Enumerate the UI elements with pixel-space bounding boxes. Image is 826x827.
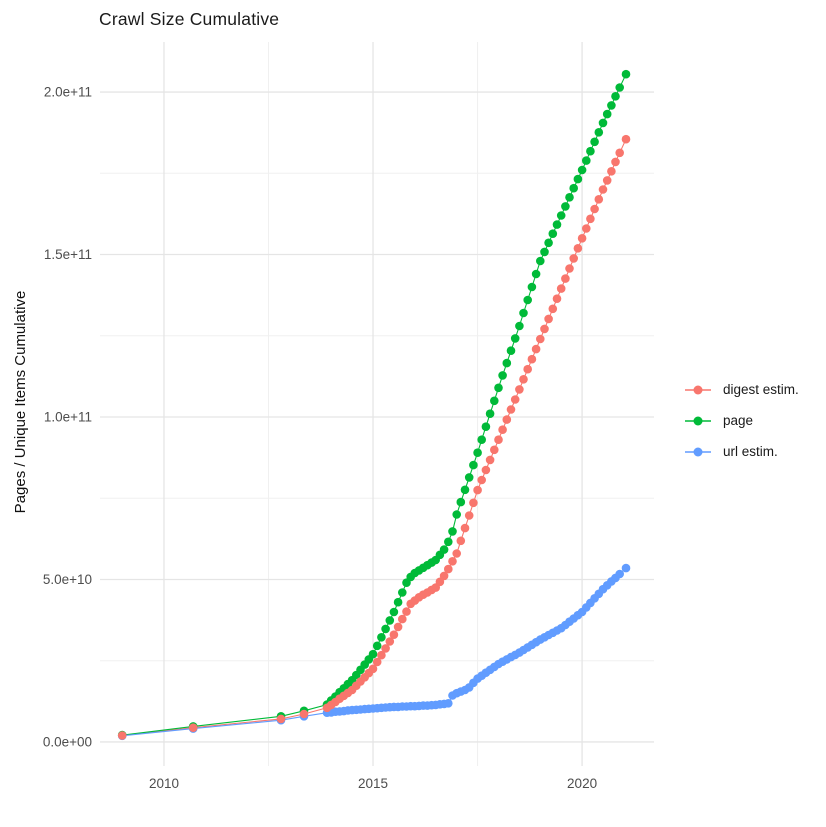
svg-text:1.0e+11: 1.0e+11	[44, 410, 92, 425]
svg-text:2.0e+11: 2.0e+11	[44, 85, 92, 100]
svg-text:0.0e+00: 0.0e+00	[43, 735, 92, 750]
legend-key-line-dot-icon	[685, 385, 711, 394]
legend-item-url-estim: url estim.	[684, 436, 799, 467]
legend-item-page: page	[684, 405, 799, 436]
legend-label: url estim.	[723, 444, 778, 459]
svg-text:2015: 2015	[358, 776, 388, 791]
legend-label: digest estim.	[723, 382, 799, 397]
legend-key-line-dot-icon	[685, 416, 711, 425]
chart-title: Crawl Size Cumulative	[99, 9, 280, 29]
svg-text:2010: 2010	[149, 776, 179, 791]
svg-text:1.5e+11: 1.5e+11	[44, 247, 92, 262]
svg-text:5.0e+10: 5.0e+10	[43, 572, 92, 587]
y-axis-title: Pages / Unique Items Cumulative	[12, 290, 29, 514]
legend-label: page	[723, 413, 754, 428]
legend-item-digest-estim: digest estim.	[684, 374, 799, 405]
legend: digest estim. page url estim.	[684, 374, 799, 467]
legend-key-line-dot-icon	[685, 447, 711, 456]
svg-text:2020: 2020	[567, 776, 597, 791]
